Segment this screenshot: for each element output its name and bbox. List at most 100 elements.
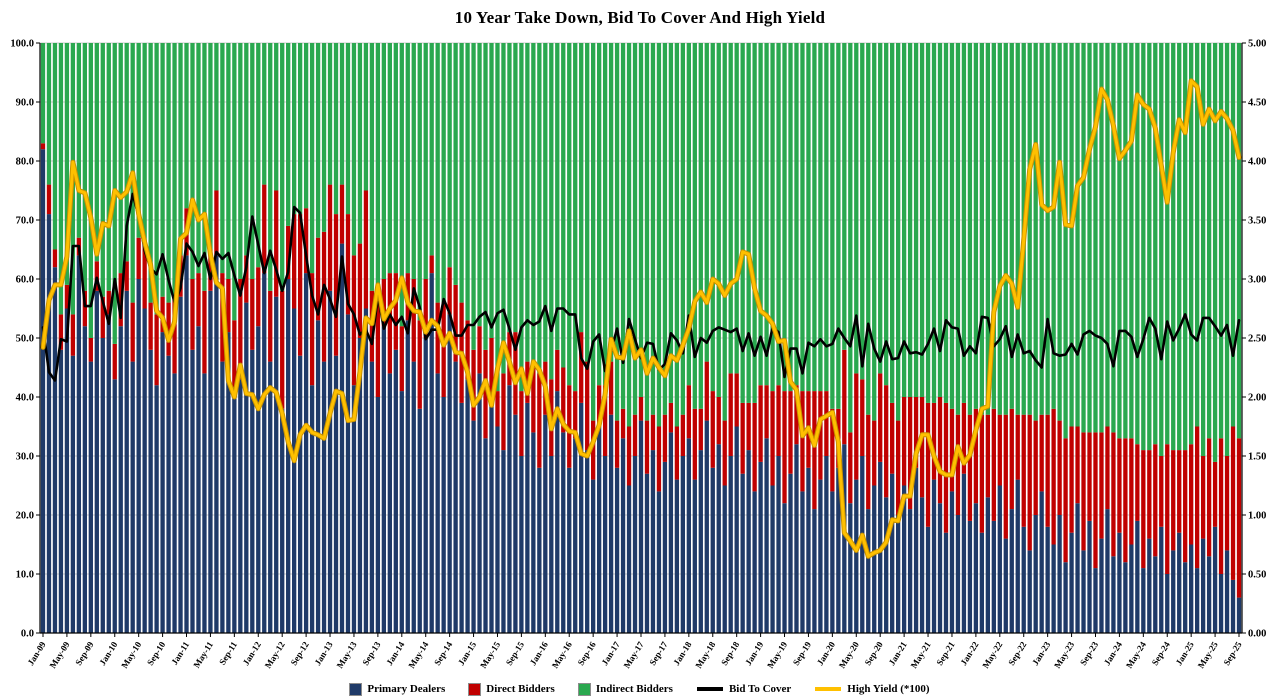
bar-segment (740, 473, 745, 633)
bar-segment (884, 497, 889, 633)
bar-segment (638, 43, 644, 397)
bar-segment (650, 450, 656, 633)
svg-text:0.0: 0.0 (21, 629, 34, 640)
bar-segment (280, 290, 285, 409)
bar-segment (495, 426, 500, 633)
bar-segment (884, 43, 889, 386)
bar-segment (776, 43, 781, 386)
bar-segment (1147, 43, 1152, 451)
bar-segment (644, 473, 650, 633)
bar-segment (1117, 532, 1122, 633)
bar-segment (1165, 444, 1170, 574)
bar-segment (1045, 414, 1050, 527)
x-tick-label: May-21 (909, 639, 933, 670)
x-tick-label: May-19 (765, 639, 789, 670)
bar-segment (1093, 43, 1098, 433)
bar-segment (991, 408, 996, 521)
bar-segment (327, 184, 333, 291)
bar-segment (286, 225, 291, 279)
bar-segment (441, 397, 446, 633)
bar-segment (1194, 43, 1200, 427)
bar-segment (704, 43, 709, 362)
bar-segment (292, 308, 297, 633)
bar-segment (722, 43, 727, 421)
x-tick-label: Sep-10 (145, 639, 168, 667)
bar-segment (1129, 43, 1134, 439)
legend-item-direct-bidders: Direct Bidders (468, 682, 555, 696)
bar-segment (800, 391, 805, 492)
bar-segment (351, 43, 357, 256)
bar-segment (776, 456, 781, 633)
bar-segment (178, 255, 183, 297)
bar-segment (1033, 515, 1038, 633)
x-tick-label: Sep-22 (1006, 639, 1029, 667)
svg-text:2.00: 2.00 (1248, 393, 1266, 404)
bar-segment (1141, 568, 1146, 633)
bar-segment (746, 43, 751, 403)
bar-segment (698, 408, 703, 451)
bar-segment (1105, 509, 1110, 633)
bar-segment (1045, 526, 1050, 633)
bar-segment (292, 43, 297, 215)
bar-segment (1009, 43, 1014, 409)
bar-segment (782, 391, 787, 504)
bar-segment (88, 361, 93, 633)
bar-segment (830, 408, 835, 492)
bar-segment (1189, 444, 1194, 545)
bar-segment (788, 473, 793, 633)
bar-segment (1236, 438, 1242, 598)
bar-segment (309, 273, 315, 386)
bar-segment (1153, 444, 1158, 557)
bar-segment (692, 479, 697, 633)
bar-segment (585, 450, 590, 633)
bar-segment (1075, 503, 1080, 633)
bar-segment (1087, 43, 1092, 433)
bar-segment (991, 43, 996, 409)
bar-segment (1051, 544, 1056, 633)
bar-segment (214, 190, 219, 256)
bar-segment (1003, 43, 1008, 415)
x-tick-label: Jan-19 (743, 639, 766, 667)
bar-segment (1224, 43, 1230, 456)
bar-segment (650, 414, 656, 451)
bar-segment (399, 43, 404, 327)
x-tick-label: May-14 (406, 639, 430, 670)
bar-segment (441, 43, 446, 303)
bar-segment (1099, 538, 1104, 633)
bar-segment (812, 509, 817, 633)
bar-segment (286, 43, 291, 226)
bar-segment (973, 43, 979, 409)
bar-segment (943, 402, 949, 533)
bar-segment (1189, 43, 1194, 445)
bar-segment (232, 320, 237, 397)
bar-segment (800, 43, 805, 392)
bar-segment (94, 261, 99, 291)
bar-segment (375, 290, 381, 397)
bar-segment (931, 43, 937, 403)
bar-segment (1141, 43, 1146, 451)
bar-segment (1045, 43, 1050, 415)
bar-segment (1212, 461, 1218, 527)
bar-segment (1159, 43, 1164, 456)
bar-segment (836, 43, 841, 409)
bar-segment (244, 255, 249, 303)
bar-segment (202, 373, 207, 633)
bar-segment (567, 385, 572, 468)
bar-segment (716, 43, 721, 397)
bar-segment (142, 308, 147, 633)
bar-segment (1123, 562, 1128, 633)
bar-segment (130, 302, 135, 362)
bar-segment (764, 438, 769, 633)
bar-segment (740, 43, 745, 403)
bar-segment (591, 479, 596, 633)
bar-segment (1123, 43, 1128, 439)
bar-segment (184, 255, 189, 633)
svg-text:90.0: 90.0 (16, 98, 34, 109)
x-tick-label: May-20 (837, 639, 861, 670)
bar-segment (830, 491, 835, 633)
bar-segment (602, 385, 608, 456)
bar-segment (919, 397, 925, 498)
x-tick-label: Sep-12 (289, 639, 312, 667)
bar-segment (1147, 538, 1152, 633)
